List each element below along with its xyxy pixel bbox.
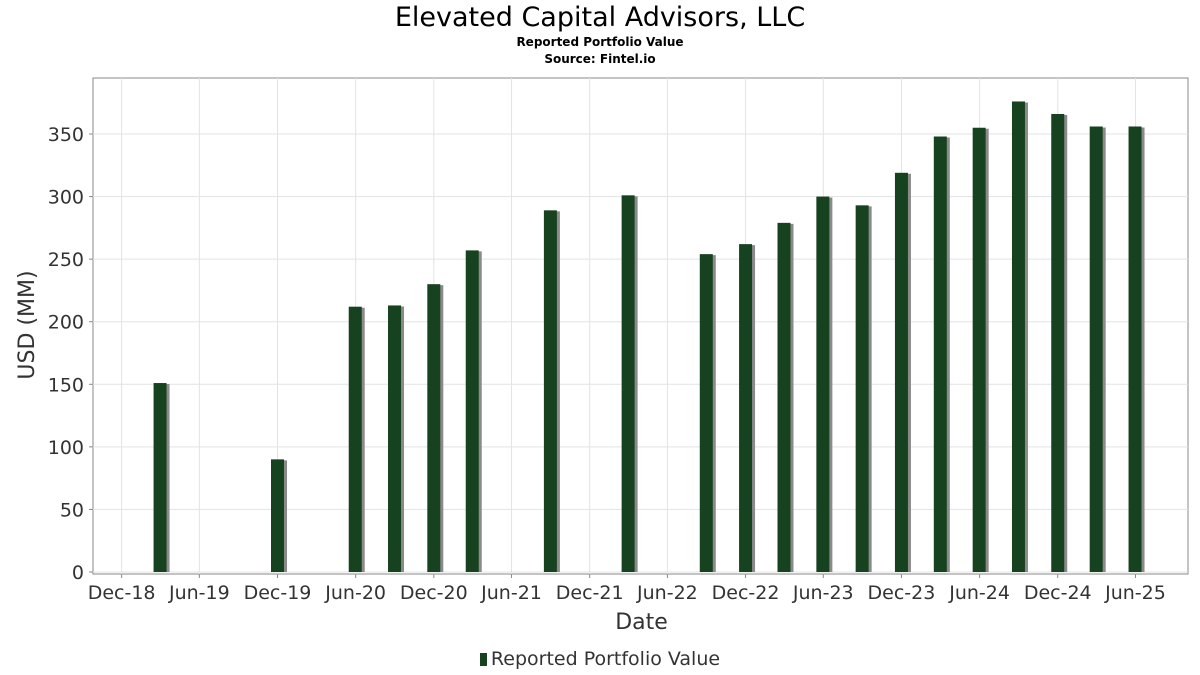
bar [427, 284, 441, 572]
bar [465, 250, 479, 572]
y-tick-label: 150 [48, 374, 84, 396]
bar [699, 254, 713, 572]
bar [855, 205, 869, 572]
legend-label: Reported Portfolio Value [490, 648, 721, 670]
x-tick-label: Jun-24 [948, 582, 1010, 604]
x-axis-label: Date [615, 610, 668, 635]
bar [816, 196, 830, 573]
x-tick-label: Jun-19 [168, 582, 230, 604]
bar [153, 383, 167, 572]
x-tick-label: Jun-23 [792, 582, 854, 604]
y-tick-label: 50 [60, 499, 84, 521]
y-tick-label: 250 [48, 249, 84, 271]
x-tick-label: Dec-20 [400, 582, 468, 604]
x-tick-label: Jun-21 [480, 582, 542, 604]
bar [739, 244, 753, 572]
bar [388, 305, 402, 572]
chart-title: Elevated Capital Advisors, LLC [394, 2, 806, 33]
y-tick-label: 100 [48, 437, 84, 459]
bar [543, 210, 557, 572]
x-tick-label: Dec-22 [712, 582, 780, 604]
bar [933, 136, 947, 572]
chart-subtitle: Reported Portfolio Value [516, 35, 684, 49]
y-tick-label: 300 [48, 187, 84, 209]
bar [1128, 126, 1142, 573]
x-tick-label: Jun-25 [1104, 582, 1166, 604]
bar [1011, 101, 1025, 572]
chart-source: Source: Fintel.io [544, 52, 656, 66]
x-tick-label: Dec-23 [868, 582, 936, 604]
y-axis-label: USD (MM) [15, 270, 40, 379]
bar [972, 127, 986, 572]
y-tick-label: 0 [72, 562, 84, 584]
x-tick-label: Dec-19 [244, 582, 312, 604]
bar [621, 195, 635, 572]
bar [894, 172, 908, 572]
x-tick-label: Dec-18 [88, 582, 156, 604]
bar [348, 306, 362, 572]
x-tick-label: Jun-20 [324, 582, 386, 604]
x-tick-label: Dec-24 [1024, 582, 1092, 604]
y-tick-label: 350 [48, 124, 84, 146]
bar-chart: 0 50 100 150 200 250 300 350 Dec-18 Jun-19 Dec-19 J… [15, 77, 1189, 635]
y-tick-label: 200 [48, 312, 84, 334]
x-tick-label: Jun-22 [636, 582, 698, 604]
legend-swatch [479, 653, 487, 666]
bar [777, 222, 791, 572]
legend: Reported Portfolio Value [0, 647, 1200, 671]
bar [1051, 113, 1065, 572]
x-tick-label: Dec-21 [556, 582, 624, 604]
bar [1089, 126, 1103, 573]
bar [271, 459, 285, 572]
